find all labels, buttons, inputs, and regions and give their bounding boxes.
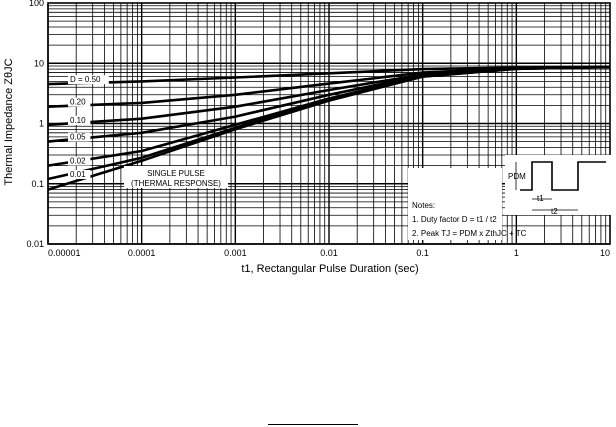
- curve-label-bg: [68, 75, 109, 85]
- curve-label-bg: [68, 115, 91, 125]
- curve-label: 0.05: [70, 133, 86, 142]
- curve-label-bg: [68, 156, 91, 166]
- x-tick-label: 0.1: [416, 248, 429, 258]
- annotation-line-2: (THERMAL RESPONSE): [131, 179, 221, 188]
- tick-labels: 0.00001 0.0001 0.001 0.01 0.1 1 10 0.01 0.1 1 10 10…: [26, 0, 610, 258]
- x-tick-label: 0.01: [320, 248, 338, 258]
- bottom-rule: [268, 424, 358, 426]
- curve-label-bg: [68, 97, 91, 107]
- note-duty-factor: 1. Duty factor D = t1 / t2: [412, 215, 497, 224]
- y-axis-title: Thermal Impedance ZθJC: [3, 58, 15, 185]
- curve-label: 0.01: [70, 170, 86, 179]
- curve-label: 0.10: [70, 116, 86, 125]
- x-axis-title: t1, Rectangular Pulse Duration (sec): [241, 263, 418, 275]
- y-tick-label: 0.1: [31, 179, 44, 189]
- curve-label-bg: [68, 132, 91, 142]
- plot-border: [47, 2, 611, 245]
- y-tick-label: 10: [34, 58, 44, 68]
- inset-panel: PDM t1 t2 Notes: 1. Duty factor D = t1 /…: [408, 155, 611, 240]
- x-tick-label: 10: [600, 248, 610, 258]
- note-peak-tj: 2. Peak TJ = PDM x ZthJC + TC: [412, 229, 527, 238]
- t2-label: t2: [551, 207, 558, 216]
- pdm-label: PDM: [508, 172, 526, 181]
- notes-heading: Notes:: [412, 201, 435, 210]
- x-tick-label: 0.001: [224, 248, 247, 258]
- t1-label: t1: [537, 194, 544, 203]
- x-tick-label: 1: [514, 248, 519, 258]
- curve-label: D = 0.50: [70, 75, 101, 84]
- y-tick-label: 100: [29, 0, 44, 8]
- x-tick-label: 0.0001: [128, 248, 156, 258]
- curve-label-bg: [68, 169, 91, 179]
- x-tick-label: 0.00001: [48, 248, 81, 258]
- y-tick-label: 1: [39, 119, 44, 129]
- y-tick-label: 0.01: [26, 239, 44, 249]
- svg-text:SINGLE PULSE(THERMAL RESPONSE): SINGLE PULSE (THERMAL RESPONSE): [131, 169, 221, 188]
- curve-label: 0.20: [70, 98, 86, 107]
- pulse-waveform: [520, 161, 606, 191]
- curves: [47, 65, 611, 191]
- plot-frame: [47, 2, 611, 245]
- curve-labels: D = 0.50 0.20 0.10 0.05 0.02 0.01: [68, 75, 109, 179]
- curve-label: 0.02: [70, 157, 86, 166]
- single-pulse-annotation: SINGLE PULSE (THERMAL RESPONSE): [124, 166, 228, 188]
- annotation-line-1: SINGLE PULSE: [147, 169, 205, 178]
- series-line-6: [47, 65, 611, 191]
